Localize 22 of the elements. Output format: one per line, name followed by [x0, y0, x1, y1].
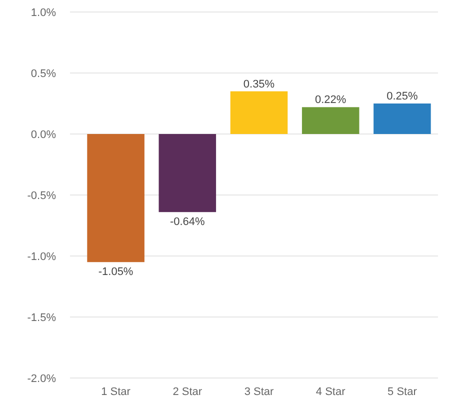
y-tick-label: 1.0%: [30, 6, 56, 19]
data-label: -1.05%: [98, 266, 134, 278]
data-label: 0.35%: [243, 78, 275, 90]
y-tick-label: 0.0%: [30, 128, 56, 141]
x-tick-label: 4 Star: [316, 386, 346, 398]
bar: [374, 104, 431, 134]
bar: [87, 134, 144, 262]
data-label: 0.22%: [315, 94, 346, 106]
x-tick-label: 3 Star: [244, 386, 274, 398]
bar: [158, 134, 216, 212]
y-tick-label: -1.0%: [27, 250, 56, 263]
bar: [302, 107, 360, 134]
y-tick-label: -0.5%: [27, 190, 56, 202]
bar: [230, 91, 288, 134]
x-tick-label: 2 Star: [172, 386, 202, 398]
data-label: -0.64%: [170, 216, 206, 228]
y-tick-label: 0.5%: [30, 68, 56, 80]
y-tick-label: -2.0%: [27, 372, 56, 385]
data-label: 0.25%: [386, 90, 418, 102]
x-tick-label: 1 Star: [101, 386, 131, 398]
y-tick-label: -1.5%: [27, 312, 56, 324]
x-tick-label: 5 Star: [388, 386, 418, 398]
